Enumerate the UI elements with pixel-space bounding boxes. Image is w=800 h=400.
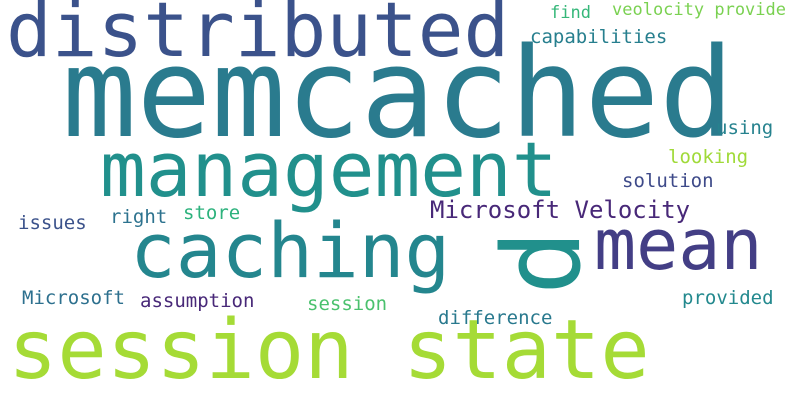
word-mean: mean <box>594 210 763 280</box>
word-using: using <box>716 119 773 138</box>
word-issues: issues <box>18 214 87 233</box>
word-find: find <box>550 5 591 22</box>
word-solution: solution <box>622 172 714 191</box>
word-caching: caching <box>130 213 450 289</box>
word-veolocity-provide: veolocity provide <box>612 2 786 19</box>
word-p: p <box>502 230 610 295</box>
word-session-state: session state <box>8 310 650 392</box>
word-looking: looking <box>668 148 748 167</box>
word-provided: provided <box>682 289 774 308</box>
